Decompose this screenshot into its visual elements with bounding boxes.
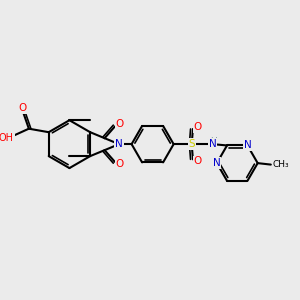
Text: N: N [115, 139, 123, 149]
Text: OH: OH [0, 133, 14, 143]
Text: O: O [116, 119, 124, 130]
Text: N: N [209, 139, 217, 149]
Text: O: O [18, 103, 26, 113]
Text: H: H [210, 137, 217, 146]
Text: O: O [116, 159, 124, 169]
Text: O: O [194, 156, 202, 167]
Text: N: N [213, 158, 221, 168]
Text: CH₃: CH₃ [272, 160, 289, 169]
Text: S: S [188, 139, 195, 149]
Text: O: O [194, 122, 202, 132]
Text: N: N [244, 140, 251, 150]
